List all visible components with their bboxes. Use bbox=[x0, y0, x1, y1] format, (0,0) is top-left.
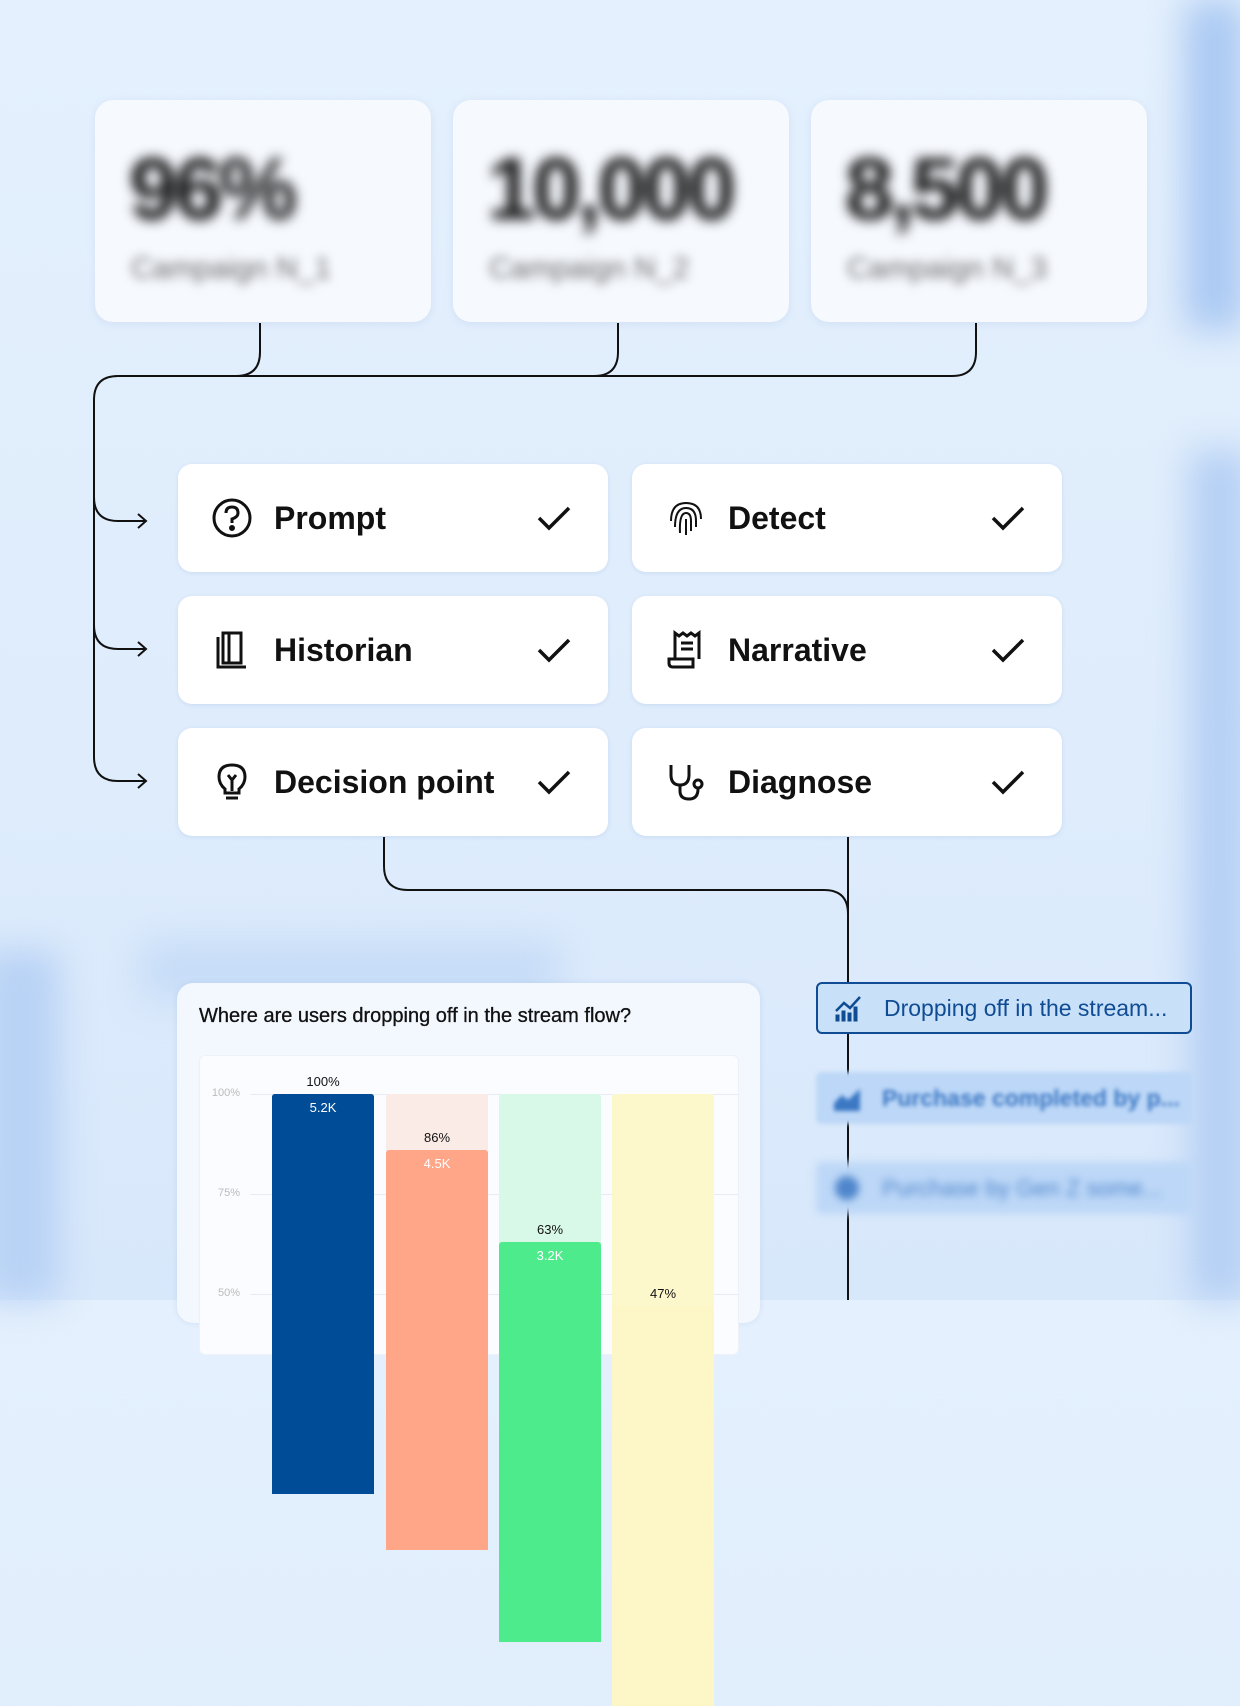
background-blob bbox=[1185, 0, 1240, 330]
insight-label: Purchase by Gen Z some... bbox=[882, 1174, 1162, 1201]
grid-line bbox=[250, 1294, 738, 1295]
insight-purchase-completed[interactable]: Purchase completed by p... bbox=[816, 1072, 1192, 1124]
grid-line bbox=[250, 1094, 738, 1095]
receipt-icon bbox=[664, 628, 708, 672]
pie-icon bbox=[835, 1176, 859, 1200]
step-label: Diagnose bbox=[728, 763, 873, 800]
check-icon bbox=[537, 638, 571, 663]
step-decision-point[interactable]: Decision point bbox=[178, 728, 608, 836]
bar-count-label: 5.2K bbox=[309, 1100, 337, 1115]
bar-percent-label: 86% bbox=[423, 1130, 451, 1145]
bar bbox=[612, 1306, 714, 1706]
step-prompt[interactable]: Prompt bbox=[178, 464, 608, 572]
fingerprint-icon bbox=[664, 496, 708, 540]
stat-label: Campaign N_1 bbox=[131, 252, 332, 285]
stat-card: 10,000 Campaign N_2 bbox=[453, 100, 789, 322]
step-label: Decision point bbox=[274, 763, 495, 800]
check-icon bbox=[991, 506, 1025, 531]
check-icon bbox=[991, 770, 1025, 795]
funnel-chart-card: Where are users dropping off in the stre… bbox=[177, 983, 760, 1706]
chart-title: Where are users dropping off in the stre… bbox=[199, 1005, 632, 1027]
chart-panel: 100% 75% 50% 100% 5.2K 86% 4.5K 63% 3.2K 47% bbox=[199, 1055, 739, 1706]
step-narrative[interactable]: Narrative bbox=[632, 596, 1062, 704]
bar-percent-label: 47% bbox=[649, 1286, 677, 1301]
area-chart-icon bbox=[834, 1089, 860, 1111]
insight-purchase-gen-z[interactable]: Purchase by Gen Z some... bbox=[816, 1162, 1192, 1214]
stat-label: Campaign N_2 bbox=[489, 252, 690, 285]
step-label: Historian bbox=[274, 631, 413, 668]
stat-value: 96% bbox=[129, 139, 297, 238]
check-icon bbox=[537, 770, 571, 795]
stat-card: 96% Campaign N_1 bbox=[95, 100, 431, 322]
stat-value: 10,000 bbox=[487, 139, 736, 238]
background-blob bbox=[0, 950, 60, 1300]
stethoscope-icon bbox=[664, 760, 708, 804]
flow-connectors bbox=[93, 323, 977, 1300]
check-icon bbox=[991, 638, 1025, 663]
step-historian[interactable]: Historian bbox=[178, 596, 608, 704]
insight-label: Dropping off in the stream... bbox=[884, 994, 1168, 1021]
step-label: Narrative bbox=[728, 631, 867, 668]
stat-card: 8,500 Campaign N_3 bbox=[811, 100, 1147, 322]
y-tick-label: 100% bbox=[211, 1087, 240, 1099]
bar-count-label: 3.2K bbox=[536, 1248, 564, 1263]
background-blob bbox=[1190, 450, 1240, 1300]
book-icon bbox=[210, 628, 254, 672]
step-label: Prompt bbox=[274, 499, 386, 536]
chart-trend-icon bbox=[835, 996, 861, 1022]
lightbulb-icon bbox=[210, 760, 254, 804]
grid-line bbox=[250, 1194, 738, 1195]
stat-label: Campaign N_3 bbox=[847, 252, 1048, 285]
bar bbox=[386, 1150, 488, 1550]
bar-percent-label: 63% bbox=[536, 1222, 564, 1237]
stat-value: 8,500 bbox=[845, 139, 1049, 238]
insight-dropping-off[interactable]: Dropping off in the stream... bbox=[816, 982, 1192, 1034]
bar bbox=[272, 1094, 374, 1494]
step-label: Detect bbox=[728, 499, 826, 536]
y-tick-label: 75% bbox=[217, 1187, 240, 1199]
bar bbox=[499, 1242, 601, 1642]
question-circle-icon bbox=[210, 496, 254, 540]
bar-percent-label: 100% bbox=[306, 1074, 340, 1089]
insight-label: Purchase completed by p... bbox=[882, 1084, 1180, 1111]
bar-count-label: 4.5K bbox=[423, 1156, 451, 1171]
step-diagnose[interactable]: Diagnose bbox=[632, 728, 1062, 836]
check-icon bbox=[537, 506, 571, 531]
y-tick-label: 50% bbox=[217, 1287, 240, 1299]
step-detect[interactable]: Detect bbox=[632, 464, 1062, 572]
